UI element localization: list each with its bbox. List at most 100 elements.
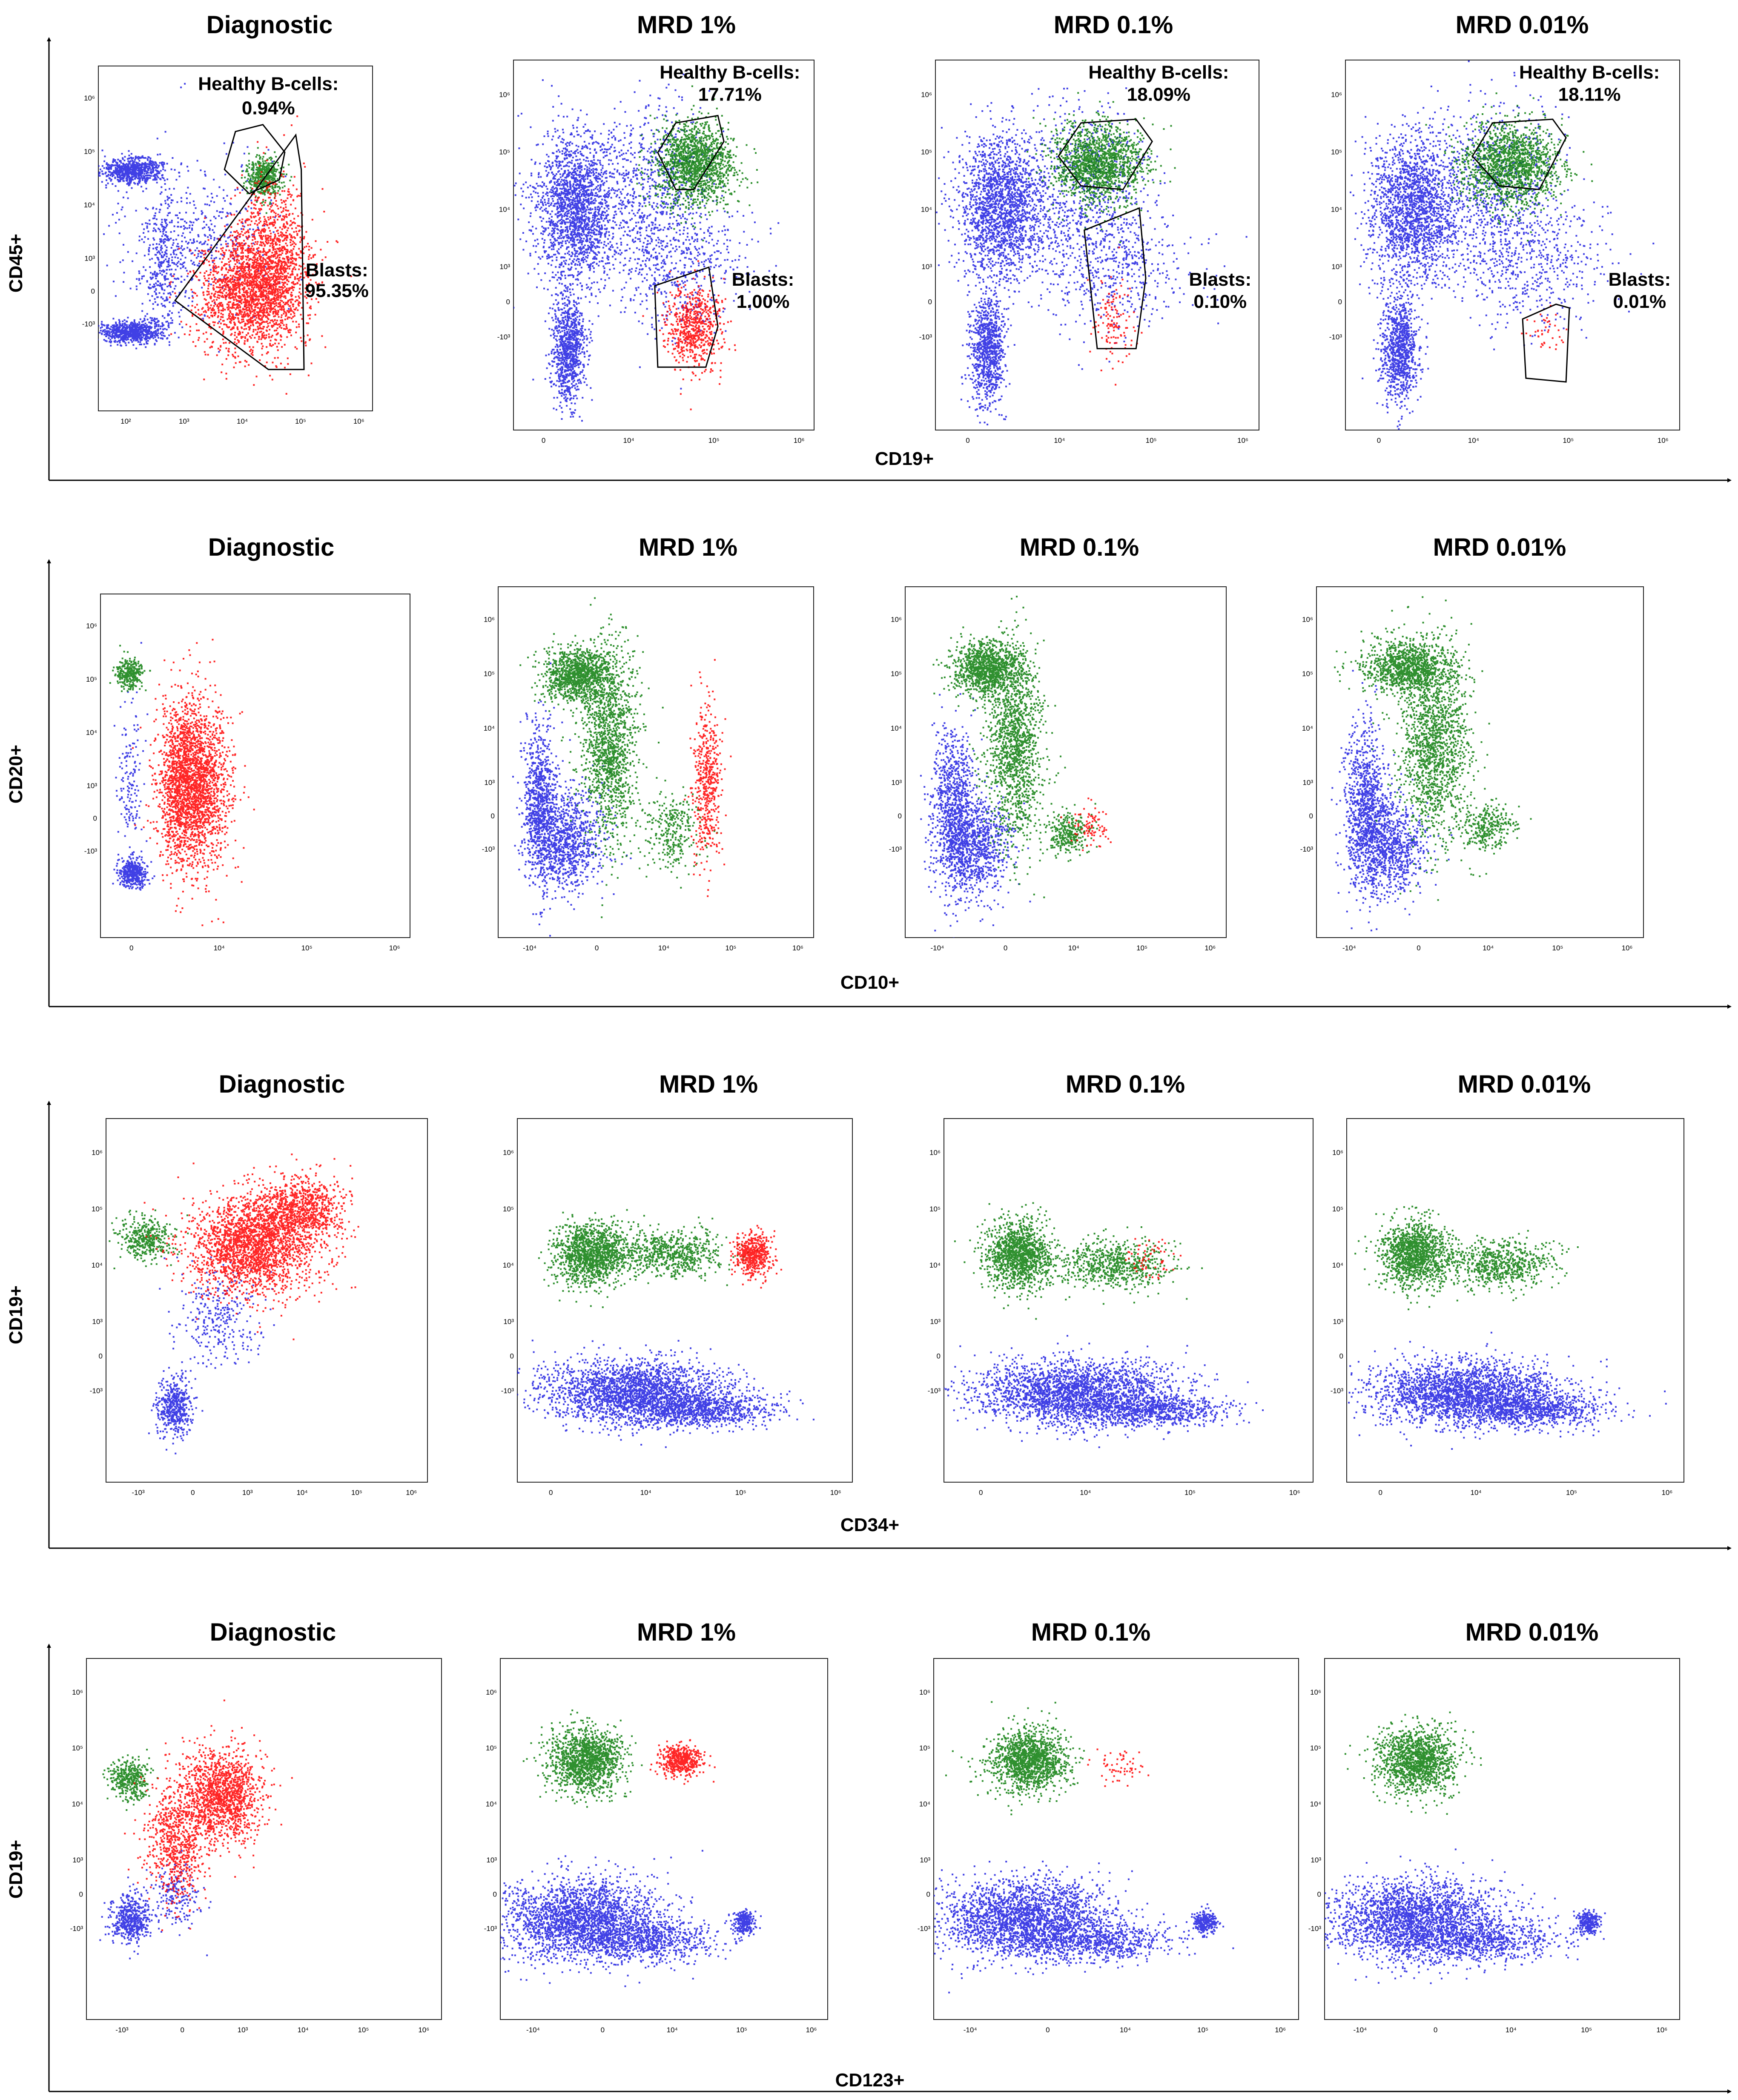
x-tick-label: 10⁴: [1470, 1489, 1481, 1497]
other-cells-population: [99, 1850, 212, 1959]
other-cells-population: [500, 1850, 762, 1987]
panel-title: MRD 0.1%: [1031, 1618, 1150, 1646]
event-dots: [99, 1699, 293, 1959]
y-tick-label: 10⁶: [503, 1148, 514, 1156]
plot-frame: [106, 1118, 428, 1483]
y-tick-label: 10⁶: [72, 1688, 83, 1696]
other-cells-population: [1331, 670, 1453, 932]
panel-title: MRD 1%: [639, 534, 737, 561]
x-tick-label: 0: [191, 1489, 195, 1497]
y-tick-label: 10³: [1331, 263, 1342, 271]
y-tick-label: 10⁶: [1331, 91, 1342, 99]
x-tick-label: 10³: [179, 417, 189, 425]
healthy-b-cells-population: [1344, 1711, 1482, 1815]
blasts-label: Blasts:: [1189, 269, 1251, 290]
healthy-b-cells-label: Healthy B-cells:: [660, 62, 800, 83]
y-tick-label: 10⁴: [1310, 1800, 1321, 1808]
plot-frame: [944, 1118, 1314, 1483]
y-tick-label: 10³: [891, 779, 902, 787]
plot-frame: [933, 1658, 1299, 2020]
y-tick-label: 10³: [503, 1318, 514, 1326]
x-tick-label: 10⁶: [1661, 1489, 1672, 1497]
panel-title: MRD 0.01%: [1466, 1618, 1599, 1646]
y-tick-label: 10⁵: [919, 1744, 930, 1752]
blasts-percent: 1.00%: [737, 291, 790, 312]
row-1-CD45-vs-CD19: CD19+ CD45+ Diagnostic 10⁶ 10⁵ 10⁴ 10³ 0 -10³ 10²…: [6, 11, 1732, 482]
x-tick-label: 0: [979, 1489, 983, 1497]
healthy-b-cells-gate: [1057, 118, 1153, 190]
x-tick-label: 10⁵: [736, 2026, 747, 2034]
row-3-CD19-vs-CD34: CD34+ CD19+ Diagnostic 10⁶ 10⁵ 10⁴ 10³ 0 -10³ -10…: [6, 1070, 1732, 1550]
panel-diagnostic: Diagnostic 10⁶ 10⁵ 10⁴ 10³ 0 -10³ 0 10⁴ 10⁵ 10⁶: [84, 534, 410, 952]
x-tick-label: 0: [129, 944, 133, 952]
x-axis-label: CD19+: [875, 448, 934, 469]
y-tick-label: -10³: [928, 1387, 941, 1395]
blasts-population: [169, 115, 352, 395]
y-tick-label: -10³: [1308, 1925, 1322, 1933]
blasts-population: [143, 1153, 359, 1340]
row-2-CD20-vs-CD10: CD10+ CD20+ Diagnostic 10⁶ 10⁵ 10⁴ 10³ 0 -10³ 0 10…: [6, 534, 1732, 1009]
x-tick-label: -10³: [132, 1489, 145, 1497]
blasts-gate: [654, 266, 719, 368]
y-tick-label: 10⁶: [484, 615, 495, 623]
panel-title: MRD 0.01%: [1433, 534, 1566, 561]
blasts-population: [649, 1739, 716, 1785]
x-tick-label: 10⁴: [1080, 1489, 1091, 1497]
y-tick-label: 10⁴: [1302, 724, 1313, 732]
x-tick-label: 0: [1378, 1489, 1382, 1497]
y-tick-label: 0: [928, 298, 932, 306]
blasts-gate: [1083, 207, 1147, 350]
y-tick-label: 0: [99, 1352, 103, 1360]
y-tick-label: 10⁵: [1302, 670, 1313, 678]
blasts-population: [684, 659, 732, 897]
x-tick-label: 10³: [242, 1489, 253, 1497]
y-axis-label: CD45+: [6, 234, 26, 293]
x-tick-label: 10⁶: [806, 2026, 817, 2034]
panel-diagnostic: Diagnostic 10⁶ 10⁵ 10⁴ 10³ 0 -10³ -10³ 0 10³ 10⁴ 10…: [90, 1070, 428, 1497]
plot-frame: [1324, 1658, 1680, 2020]
healthy-b-cells-population: [241, 147, 293, 214]
x-tick-label: -10⁴: [523, 944, 536, 952]
y-tick-label: -10³: [482, 845, 495, 853]
y-tick-label: 0: [79, 1891, 83, 1899]
plot-frame: [500, 1658, 828, 2020]
panel-mrd-0-01: MRD 0.01% 10⁶ 10⁵ 10⁴ 10³ 0 -10³ 0 10⁴ 10⁵ 10⁶: [1331, 1070, 1684, 1497]
y-axis-label: CD20+: [6, 745, 26, 803]
event-dots: [512, 597, 732, 937]
y-tick-label: 10⁴: [1332, 1261, 1343, 1269]
x-tick-label: 10⁶: [389, 944, 400, 952]
x-tick-label: -10⁴: [526, 2026, 540, 2034]
plot-frame: [1316, 586, 1644, 938]
healthy-b-cells-population: [109, 645, 151, 692]
y-tick-label: 0: [510, 1352, 514, 1360]
healthy-b-cells-population: [1425, 92, 1593, 242]
healthy-b-cells-population: [102, 1749, 158, 1811]
y-tick-label: -10³: [484, 1925, 497, 1933]
y-tick-label: 10³: [84, 255, 95, 263]
x-tick-label: 0: [595, 944, 599, 952]
x-tick-label: 10⁵: [1566, 1489, 1577, 1497]
other-cells-population: [517, 1340, 815, 1448]
plot-frame: [517, 1118, 853, 1483]
healthy-b-cells-label: Healthy B-cells:: [1088, 62, 1229, 83]
event-dots: [1325, 1711, 1606, 1984]
x-tick-label: 10²: [120, 417, 131, 425]
event-dots: [934, 1701, 1234, 1994]
y-tick-label: 10³: [930, 1318, 941, 1326]
blasts-population: [729, 1225, 782, 1289]
y-tick-label: 10⁶: [891, 615, 902, 623]
x-tick-label: 10⁴: [298, 2026, 309, 2034]
x-tick-label: 10⁵: [1563, 436, 1574, 445]
panel-title: MRD 0.01%: [1456, 11, 1589, 39]
panel-mrd-1: MRD 1% 10⁶ 10⁵ 10⁴ 10³ 0 -10³ 0 10⁴ 10⁵ 10⁶: [501, 1070, 853, 1497]
y-tick-label: 0: [937, 1352, 941, 1360]
y-tick-label: 10³: [1333, 1318, 1343, 1326]
healthy-b-cells-label: Healthy B-cells:: [198, 74, 338, 95]
x-tick-label: 0: [1377, 436, 1381, 445]
y-tick-label: -10³: [919, 333, 932, 341]
panel-mrd-0-01: MRD 0.01% 10⁶ 10⁵ 10⁴ 10³ 0 -10³ -10⁴ 0 10⁴ 10⁵ 10⁶: [1300, 534, 1644, 952]
panel-diagnostic: Diagnostic 10⁶ 10⁵ 10⁴ 10³ 0 -10³ 10² 10³ 10⁴ 10⁵ 1…: [82, 11, 373, 425]
x-tick-label: -10³: [115, 2026, 129, 2034]
x-tick-label: 10⁵: [1136, 944, 1147, 952]
x-tick-label: 0: [1004, 944, 1007, 952]
